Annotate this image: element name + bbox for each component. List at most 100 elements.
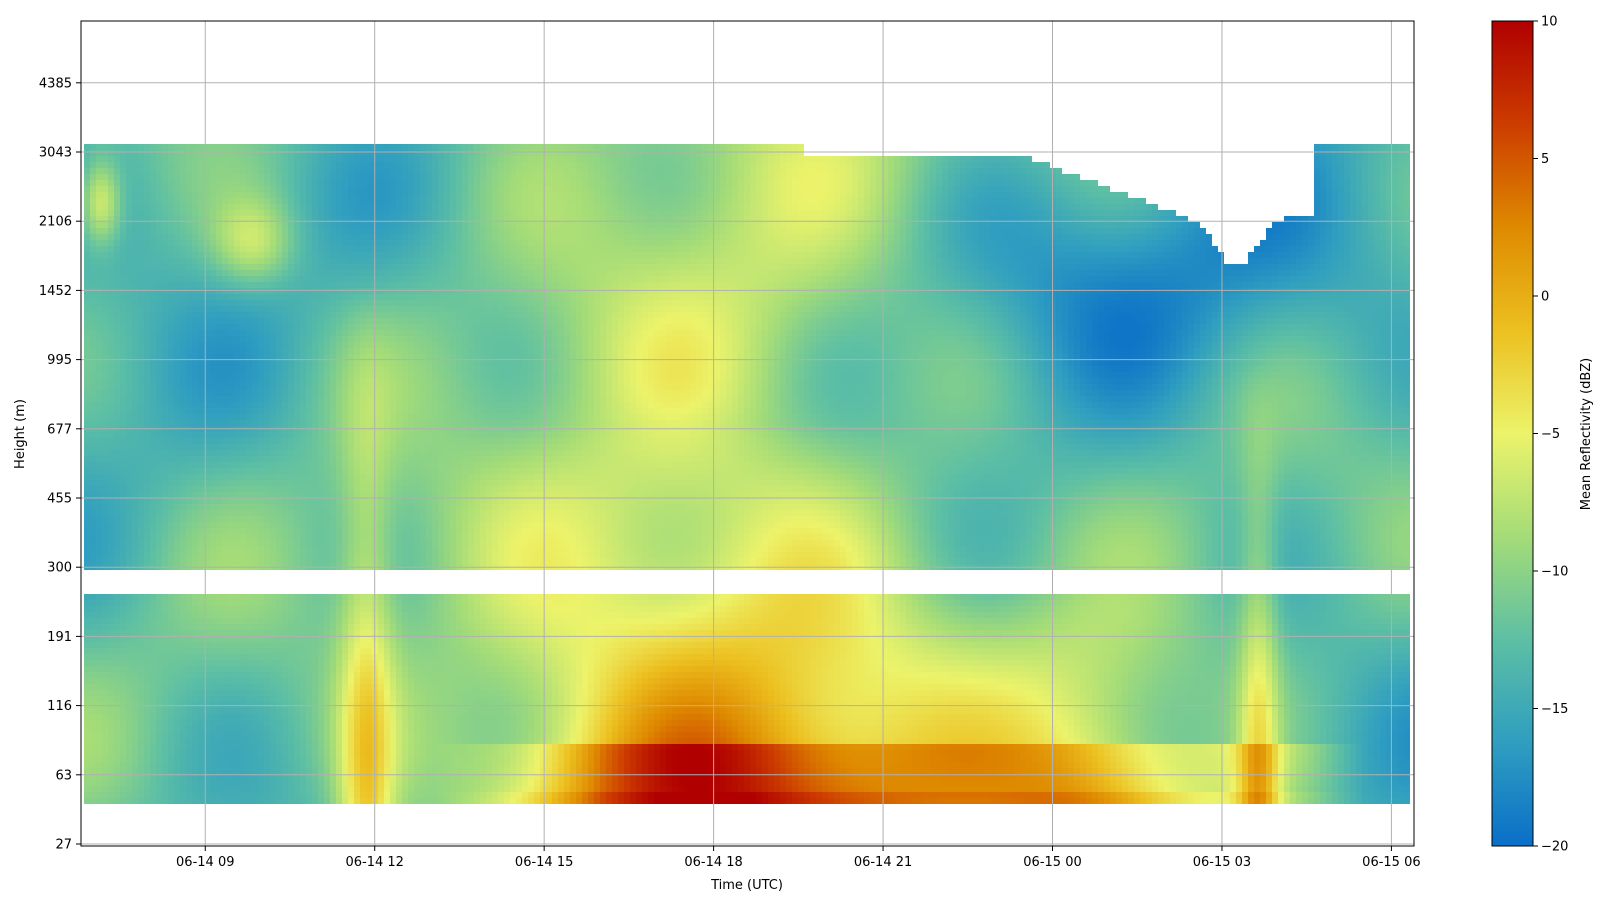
heatmap-cell xyxy=(222,558,228,564)
heatmap-cell xyxy=(330,372,336,378)
heatmap-cell xyxy=(360,150,366,156)
heatmap-cell xyxy=(84,540,90,546)
heatmap-cell xyxy=(168,642,174,648)
heatmap-cell xyxy=(168,324,174,330)
heatmap-cell xyxy=(162,150,168,156)
heatmap-cell xyxy=(138,750,144,756)
heatmap-cell xyxy=(168,678,174,684)
heatmap-cell xyxy=(132,546,138,552)
heatmap-cell xyxy=(102,714,108,720)
heatmap-cell xyxy=(342,642,348,648)
heatmap-cell xyxy=(360,510,366,516)
heatmap-cell xyxy=(192,420,198,426)
heatmap-cell xyxy=(126,468,132,474)
heatmap-cell xyxy=(114,216,120,222)
heatmap-cell xyxy=(144,768,150,774)
heatmap-cell xyxy=(282,450,288,456)
heatmap-cell xyxy=(330,618,336,624)
heatmap-cell xyxy=(174,612,180,618)
heatmap-cell xyxy=(270,660,276,666)
heatmap-cell xyxy=(126,450,132,456)
heatmap-cell xyxy=(162,318,168,324)
heatmap-cell xyxy=(228,618,234,624)
heatmap-cell xyxy=(108,192,114,198)
heatmap-cell xyxy=(282,648,288,654)
heatmap-cell xyxy=(276,558,282,564)
heatmap-cell xyxy=(354,690,360,696)
heatmap-cell xyxy=(240,750,246,756)
heatmap-cell xyxy=(168,624,174,630)
heatmap-cell xyxy=(288,522,294,528)
heatmap-cell xyxy=(264,180,270,186)
heatmap-cell xyxy=(240,720,246,726)
heatmap-cell xyxy=(216,204,222,210)
heatmap-cell xyxy=(252,468,258,474)
heatmap-cell xyxy=(264,678,270,684)
heatmap-cell xyxy=(324,264,330,270)
heatmap-cell xyxy=(162,174,168,180)
heatmap-cell xyxy=(276,168,282,174)
heatmap-cell xyxy=(270,678,276,684)
heatmap-cell xyxy=(294,234,300,240)
heatmap-cell xyxy=(240,738,246,744)
heatmap-cell xyxy=(360,600,366,606)
heatmap-cell xyxy=(138,186,144,192)
heatmap-cell xyxy=(192,204,198,210)
heatmap-cell xyxy=(282,300,288,306)
heatmap-cell xyxy=(240,708,246,714)
heatmap-cell xyxy=(300,792,306,798)
heatmap-cell xyxy=(144,516,150,522)
heatmap-cell xyxy=(246,324,252,330)
heatmap-cell xyxy=(324,498,330,504)
heatmap-cell xyxy=(282,252,288,258)
heatmap-cell xyxy=(306,612,312,618)
heatmap-cell xyxy=(324,276,330,282)
heatmap-cell xyxy=(324,372,330,378)
heatmap-cell xyxy=(222,696,228,702)
heatmap-cell xyxy=(132,420,138,426)
heatmap-cell xyxy=(132,342,138,348)
heatmap-cell xyxy=(102,420,108,426)
heatmap-cell xyxy=(108,360,114,366)
heatmap-cell xyxy=(210,684,216,690)
heatmap-cell xyxy=(144,750,150,756)
heatmap-cell xyxy=(282,762,288,768)
heatmap-cell xyxy=(348,774,354,780)
heatmap-cell xyxy=(168,246,174,252)
heatmap-cell xyxy=(288,510,294,516)
heatmap-cell xyxy=(336,732,342,738)
heatmap-cell xyxy=(96,558,102,564)
heatmap-cell xyxy=(312,168,318,174)
heatmap-cell xyxy=(156,432,162,438)
heatmap-cell xyxy=(324,540,330,546)
heatmap-cell xyxy=(114,726,120,732)
heatmap-cell xyxy=(216,156,222,162)
heatmap-cell xyxy=(204,654,210,660)
heatmap-cell xyxy=(150,168,156,174)
heatmap-cell xyxy=(276,786,282,792)
heatmap-cell xyxy=(198,690,204,696)
heatmap-cell xyxy=(246,552,252,558)
heatmap-cell xyxy=(234,540,240,546)
heatmap-cell xyxy=(192,372,198,378)
heatmap-cell xyxy=(324,546,330,552)
heatmap-cell xyxy=(246,168,252,174)
heatmap-cell xyxy=(336,714,342,720)
heatmap-cell xyxy=(294,546,300,552)
heatmap-cell xyxy=(96,174,102,180)
heatmap-cell xyxy=(210,396,216,402)
heatmap-cell xyxy=(192,738,198,744)
heatmap-cell xyxy=(276,444,282,450)
heatmap-cell xyxy=(360,492,366,498)
heatmap-cell xyxy=(330,642,336,648)
heatmap-cell xyxy=(360,456,366,462)
heatmap-cell xyxy=(204,438,210,444)
heatmap-cell xyxy=(126,186,132,192)
heatmap-cell xyxy=(312,144,318,150)
heatmap-cell xyxy=(312,612,318,618)
heatmap-cell xyxy=(336,786,342,792)
heatmap-cell xyxy=(126,672,132,678)
heatmap-cell xyxy=(84,642,90,648)
heatmap-cell xyxy=(282,294,288,300)
heatmap-cell xyxy=(324,762,330,768)
